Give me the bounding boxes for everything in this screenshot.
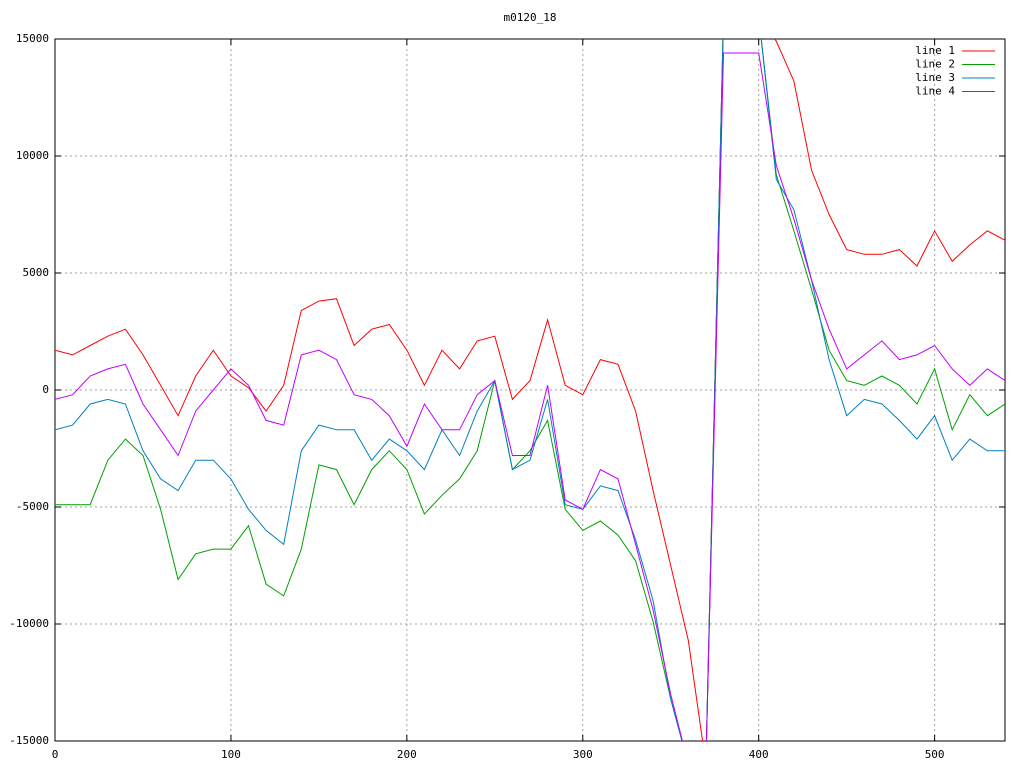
chart-title: m0120_18 (504, 11, 557, 24)
x-tick-label: 100 (221, 748, 241, 761)
x-tick-label: 0 (52, 748, 59, 761)
series-line (55, 39, 1005, 741)
x-tick-label: 400 (749, 748, 769, 761)
x-tick-label: 500 (925, 748, 945, 761)
legend-label: line 1 (915, 44, 955, 57)
x-tick-label: 200 (397, 748, 417, 761)
y-tick-label: 0 (42, 383, 49, 396)
legend-label: line 2 (915, 58, 955, 71)
y-tick-label: -5000 (16, 500, 49, 513)
series-line (55, 39, 1005, 741)
series-line (55, 52, 1005, 741)
series-line (55, 39, 1005, 741)
y-tick-label: 15000 (16, 32, 49, 45)
y-tick-label: -10000 (9, 617, 49, 630)
y-tick-label: -15000 (9, 734, 49, 747)
legend-label: line 3 (915, 71, 955, 84)
x-tick-label: 300 (573, 748, 593, 761)
legend-label: line 4 (915, 85, 955, 98)
y-tick-label: 10000 (16, 149, 49, 162)
y-tick-label: 5000 (23, 266, 50, 279)
plot-border (54, 38, 1006, 742)
